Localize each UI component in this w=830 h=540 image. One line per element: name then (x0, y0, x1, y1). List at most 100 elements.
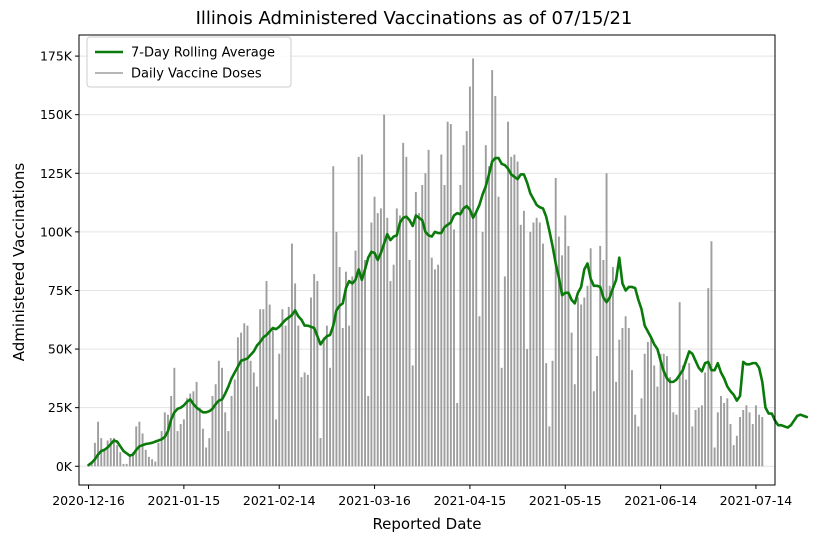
daily-dose-bar (201, 428, 204, 467)
daily-dose-bar (151, 459, 154, 467)
daily-dose-bar (650, 337, 653, 467)
daily-dose-bar (348, 325, 351, 467)
rolling-average-line (87, 156, 809, 467)
daily-dose-bar (113, 438, 115, 467)
daily-dose-bar (313, 274, 316, 467)
daily-dose-bar (704, 372, 707, 467)
daily-dose-bar (240, 332, 243, 467)
daily-dose-bar (456, 402, 459, 467)
daily-dose-bar (395, 208, 398, 467)
daily-dose-bar (700, 405, 703, 467)
daily-dose-bar (430, 257, 433, 467)
daily-dose-bar (179, 424, 182, 467)
daily-dose-bar (519, 224, 522, 467)
daily-dose-bar (589, 248, 592, 467)
chart-title: Illinois Administered Vaccinations as of… (196, 8, 633, 29)
daily-dose-bar (678, 302, 681, 467)
daily-dose-bar (249, 360, 252, 467)
x-axis-label: Reported Date (372, 515, 481, 533)
daily-dose-bar (732, 445, 735, 467)
y-tick-label: 75K (48, 283, 73, 298)
x-tick-label: 2021-06-14 (624, 493, 697, 508)
daily-dose-bar (281, 309, 284, 467)
daily-dose-bar (662, 353, 665, 467)
daily-dose-bar (354, 250, 357, 467)
daily-dose-bar (265, 281, 268, 467)
daily-dose-bar (475, 213, 478, 467)
daily-dose-bar (167, 414, 169, 467)
daily-dose-bar (198, 407, 201, 467)
daily-dose-bar (656, 386, 659, 467)
daily-dose-bar (646, 342, 649, 467)
daily-dose-bar (710, 241, 713, 467)
daily-dose-bar (643, 353, 646, 467)
daily-dose-bar (243, 323, 246, 467)
daily-dose-bar (236, 337, 239, 467)
daily-dose-bar (478, 316, 481, 467)
daily-dose-bar (386, 217, 389, 467)
daily-dose-bar (275, 419, 277, 467)
daily-dose-bar (707, 288, 710, 467)
daily-dose-bar (497, 196, 500, 467)
daily-dose-bar (596, 356, 598, 467)
daily-dose-bar (230, 395, 233, 467)
daily-dose-bar (675, 414, 678, 467)
daily-dose-bar (141, 433, 144, 467)
daily-dose-bar (529, 231, 532, 467)
daily-dose-bar (608, 285, 611, 467)
daily-dose-bar (694, 410, 697, 467)
daily-dose-bar (287, 306, 290, 467)
daily-dose-bar (602, 260, 605, 467)
daily-dose-bar (637, 426, 640, 467)
daily-dose-bar (599, 245, 602, 467)
daily-dose-bar (720, 395, 722, 467)
daily-dose-bar (414, 192, 417, 467)
daily-dose-bar (691, 426, 694, 467)
daily-dose-bar (360, 154, 363, 467)
daily-dose-bar (526, 349, 529, 467)
daily-dose-bar (500, 367, 503, 467)
y-axis-label: Administered Vaccinations (10, 163, 28, 362)
daily-dose-bar (119, 452, 122, 467)
y-tick-label: 150K (40, 107, 73, 122)
daily-dose-bar (157, 442, 160, 467)
daily-dose-bar (303, 372, 306, 467)
daily-dose-bar (160, 431, 163, 467)
daily-dose-bar (567, 245, 570, 467)
daily-dose-bar (405, 156, 408, 467)
daily-dose-bar (233, 379, 236, 467)
daily-dose-bar (147, 456, 150, 467)
daily-dose-bar (135, 426, 138, 467)
daily-dose-bar (379, 208, 382, 467)
daily-dose-bar (443, 185, 446, 467)
daily-dose-bar (551, 360, 554, 467)
daily-dose-bar (214, 384, 217, 467)
daily-dose-bar (459, 185, 462, 467)
daily-dose-bar (163, 412, 166, 467)
daily-dose-bar (685, 379, 687, 467)
daily-dose-bar (364, 260, 366, 467)
daily-dose-bar (182, 419, 185, 467)
daily-dose-bar (548, 426, 551, 467)
daily-dose-bar (376, 213, 379, 467)
daily-dose-bar (421, 185, 424, 467)
daily-dose-bar (433, 269, 436, 467)
x-tick-label: 2020-12-16 (52, 493, 125, 508)
daily-dose-bar (399, 215, 401, 467)
daily-dose-bar (345, 271, 347, 467)
daily-dose-bar (316, 281, 319, 467)
y-tick-label: 125K (40, 166, 73, 181)
daily-dose-bar (367, 395, 370, 467)
daily-dose-bar (592, 391, 595, 467)
daily-dose-bar (262, 309, 265, 467)
daily-dose-bar (739, 417, 741, 467)
daily-dose-bar (745, 405, 748, 467)
daily-dose-bar (186, 398, 189, 467)
daily-dose-bar (449, 124, 452, 467)
daily-dose-bar (726, 398, 729, 467)
daily-dose-bar (446, 121, 449, 467)
daily-dose-bar (542, 243, 544, 467)
daily-dose-bar (472, 58, 475, 467)
daily-dose-bar (306, 374, 309, 467)
